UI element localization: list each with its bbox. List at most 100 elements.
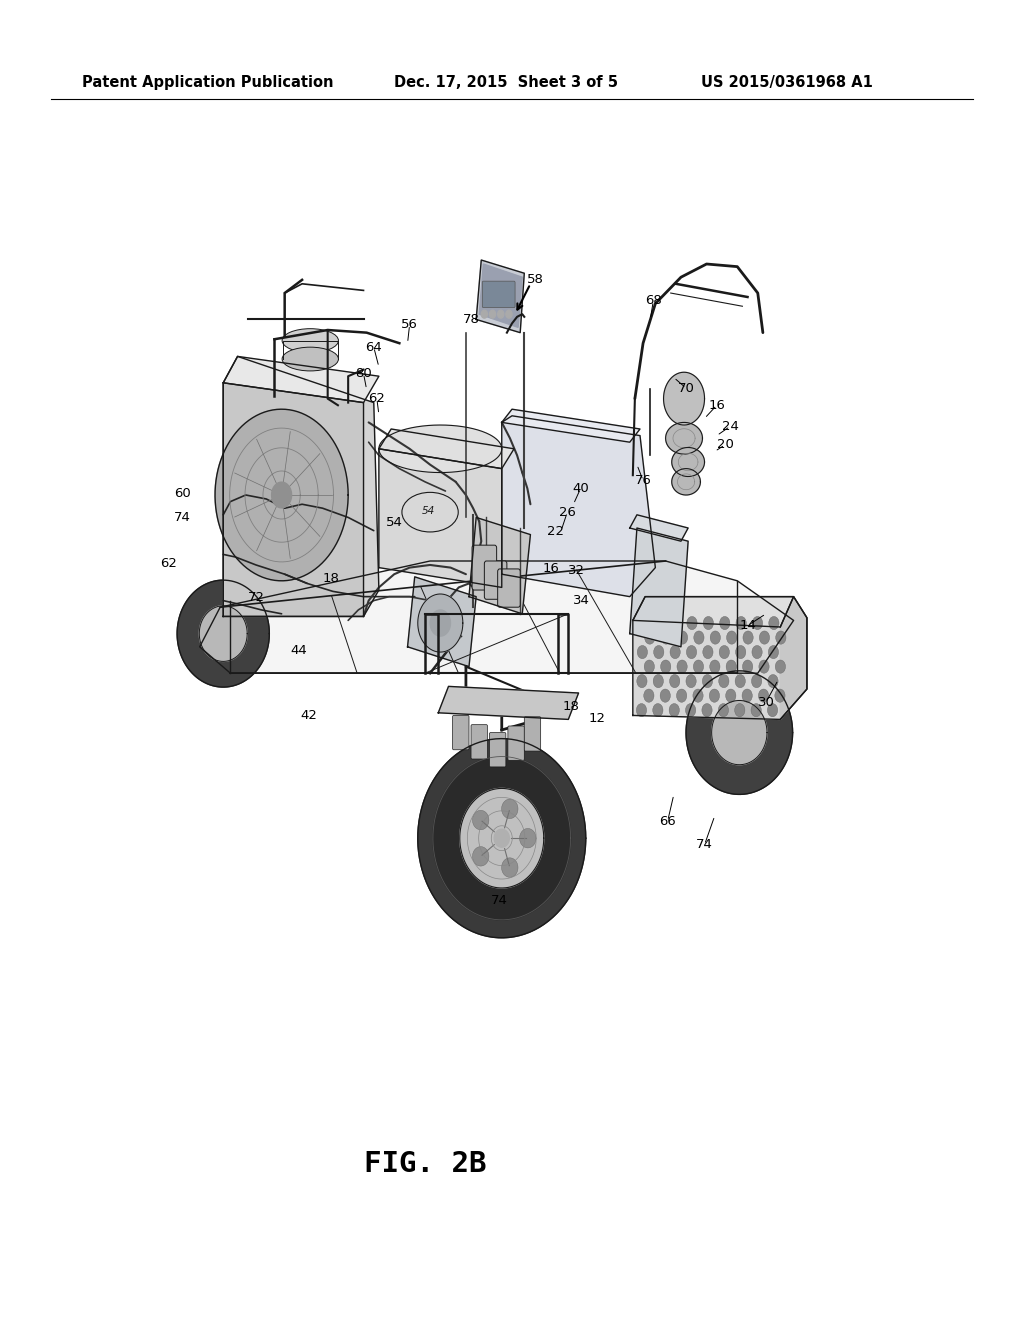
Circle shape (767, 704, 777, 717)
Text: 40: 40 (572, 482, 589, 495)
Text: 80: 80 (355, 367, 372, 380)
Polygon shape (502, 409, 640, 442)
Text: 68: 68 (645, 294, 662, 308)
FancyBboxPatch shape (482, 281, 515, 308)
Polygon shape (223, 356, 379, 403)
Polygon shape (418, 594, 463, 652)
Polygon shape (780, 597, 807, 719)
Text: 26: 26 (559, 506, 575, 519)
Text: 76: 76 (635, 474, 651, 487)
Circle shape (694, 631, 705, 644)
Polygon shape (223, 356, 379, 616)
Circle shape (685, 704, 695, 717)
Ellipse shape (282, 347, 338, 371)
Text: 74: 74 (174, 511, 190, 524)
Text: 74: 74 (492, 894, 508, 907)
Circle shape (768, 675, 778, 688)
Circle shape (775, 689, 785, 702)
Circle shape (760, 631, 770, 644)
Text: 78: 78 (463, 313, 479, 326)
Circle shape (726, 689, 736, 702)
Polygon shape (630, 515, 688, 541)
Polygon shape (469, 517, 530, 614)
Text: 32: 32 (568, 564, 585, 577)
Circle shape (693, 689, 703, 702)
Circle shape (702, 675, 713, 688)
Polygon shape (630, 528, 688, 647)
Text: 22: 22 (547, 525, 563, 539)
Circle shape (719, 675, 729, 688)
Ellipse shape (282, 329, 338, 352)
Text: 62: 62 (369, 392, 385, 405)
Text: 30: 30 (758, 696, 774, 709)
Text: 18: 18 (563, 700, 580, 713)
Polygon shape (200, 606, 247, 661)
Circle shape (677, 689, 687, 702)
Circle shape (693, 660, 703, 673)
Polygon shape (664, 372, 705, 425)
Circle shape (644, 660, 654, 673)
FancyBboxPatch shape (453, 715, 469, 750)
Circle shape (678, 631, 688, 644)
Polygon shape (418, 739, 586, 937)
Polygon shape (502, 799, 518, 818)
Circle shape (506, 310, 512, 318)
Circle shape (775, 660, 785, 673)
Text: 54: 54 (422, 506, 434, 516)
Circle shape (752, 675, 762, 688)
Polygon shape (408, 577, 476, 667)
Circle shape (743, 631, 754, 644)
Circle shape (489, 310, 496, 318)
Text: 58: 58 (527, 273, 544, 286)
Circle shape (702, 645, 713, 659)
Circle shape (776, 631, 786, 644)
Polygon shape (672, 447, 705, 477)
Circle shape (481, 310, 487, 318)
Circle shape (671, 616, 681, 630)
Circle shape (660, 660, 671, 673)
Text: 44: 44 (291, 644, 307, 657)
Text: 70: 70 (678, 381, 694, 395)
Circle shape (752, 645, 762, 659)
Text: Dec. 17, 2015  Sheet 3 of 5: Dec. 17, 2015 Sheet 3 of 5 (394, 75, 618, 90)
Text: 60: 60 (174, 487, 190, 500)
Circle shape (660, 689, 671, 702)
Text: 14: 14 (739, 619, 756, 632)
Text: 34: 34 (573, 594, 590, 607)
Polygon shape (271, 482, 292, 508)
Polygon shape (472, 846, 488, 866)
Text: 66: 66 (659, 814, 676, 828)
Text: 72: 72 (248, 591, 264, 605)
Circle shape (727, 631, 737, 644)
Circle shape (652, 704, 663, 717)
Circle shape (726, 660, 736, 673)
Circle shape (735, 675, 745, 688)
FancyBboxPatch shape (489, 733, 506, 767)
Polygon shape (479, 264, 522, 327)
Text: 54: 54 (386, 516, 402, 529)
Circle shape (742, 660, 753, 673)
Circle shape (637, 675, 647, 688)
Circle shape (734, 704, 744, 717)
Circle shape (645, 631, 655, 644)
Circle shape (753, 616, 763, 630)
Polygon shape (502, 858, 518, 878)
Text: 64: 64 (366, 341, 382, 354)
Polygon shape (633, 597, 794, 627)
Circle shape (735, 645, 745, 659)
Circle shape (662, 631, 672, 644)
Polygon shape (476, 260, 524, 333)
Circle shape (636, 704, 646, 717)
Circle shape (637, 645, 647, 659)
Circle shape (677, 660, 687, 673)
Circle shape (654, 616, 665, 630)
Polygon shape (430, 610, 451, 636)
FancyBboxPatch shape (508, 726, 524, 760)
Polygon shape (495, 829, 509, 847)
Circle shape (669, 704, 679, 717)
Circle shape (759, 660, 769, 673)
Polygon shape (215, 409, 348, 581)
Text: 12: 12 (589, 711, 605, 725)
Circle shape (686, 645, 696, 659)
Circle shape (736, 616, 746, 630)
